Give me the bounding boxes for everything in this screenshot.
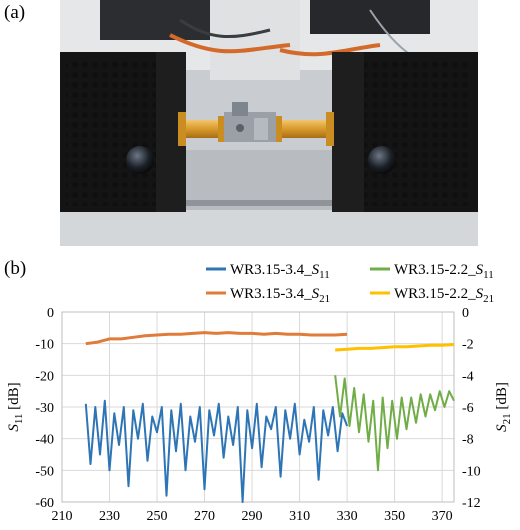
panel-b-label: (b)	[4, 258, 27, 279]
y-axis-left-label: S11 [dB]	[6, 382, 25, 431]
y-right-tick-label: 0	[462, 306, 469, 321]
legend-entry: WR3.15-3.4_S11	[230, 262, 330, 281]
legend: WR3.15-3.4_S11 WR3.15-2.2_S11 WR3.15-3.4_S…	[206, 262, 494, 305]
x-tick-label: 210	[52, 509, 73, 524]
y-left-tick-label: -60	[35, 496, 54, 511]
y-axis-right-label: S21 [dB]	[494, 382, 513, 432]
series-line-1	[84, 399, 349, 503]
series-layer	[84, 331, 455, 503]
x-tick-label: 270	[194, 509, 215, 524]
x-tick-label: 350	[384, 509, 405, 524]
series-line-3	[334, 375, 455, 472]
x-tick-label: 330	[337, 509, 358, 524]
x-tick-label: 250	[147, 509, 168, 524]
y-right-tick-label: -2	[462, 338, 474, 353]
x-axis-label: Freq [GHz]	[223, 528, 293, 530]
measurement-setup-photo	[60, 0, 478, 246]
y-left-tick-label: -50	[35, 464, 54, 479]
legend-entry: WR3.15-2.2_S21	[394, 286, 494, 305]
y-left-tick-label: -30	[35, 401, 54, 416]
y-left-tick-label: 0	[47, 306, 54, 321]
x-tick-label: 310	[289, 509, 310, 524]
s-parameter-chart: WR3.15-3.4_S11 WR3.15-2.2_S11 WR3.15-3.4_S…	[6, 262, 513, 530]
legend-entry: WR3.15-2.2_S11	[394, 262, 494, 281]
series-line-2	[85, 331, 348, 346]
plot-area-frame	[61, 311, 455, 503]
panel-a-label: (a)	[4, 2, 26, 23]
y-left-tick-label: -10	[35, 338, 54, 353]
y-left-tick-label: -40	[35, 433, 54, 448]
x-tick-label: 290	[242, 509, 263, 524]
y-right-tick-label: -8	[462, 433, 474, 448]
legend-entry: WR3.15-3.4_S21	[230, 286, 330, 305]
y-left-tick-label: -20	[35, 369, 54, 384]
x-tick-label: 230	[99, 509, 120, 524]
axis-ticks: 210 230 250 270 290 310 330 350 3700-10-20-30-40…	[35, 306, 480, 524]
y-right-tick-label: -10	[462, 464, 481, 479]
x-tick-label: 370	[432, 509, 453, 524]
series-line-4	[335, 343, 455, 352]
y-right-tick-label: -12	[462, 496, 481, 511]
y-right-tick-label: -6	[462, 401, 474, 416]
y-right-tick-label: -4	[462, 369, 474, 384]
